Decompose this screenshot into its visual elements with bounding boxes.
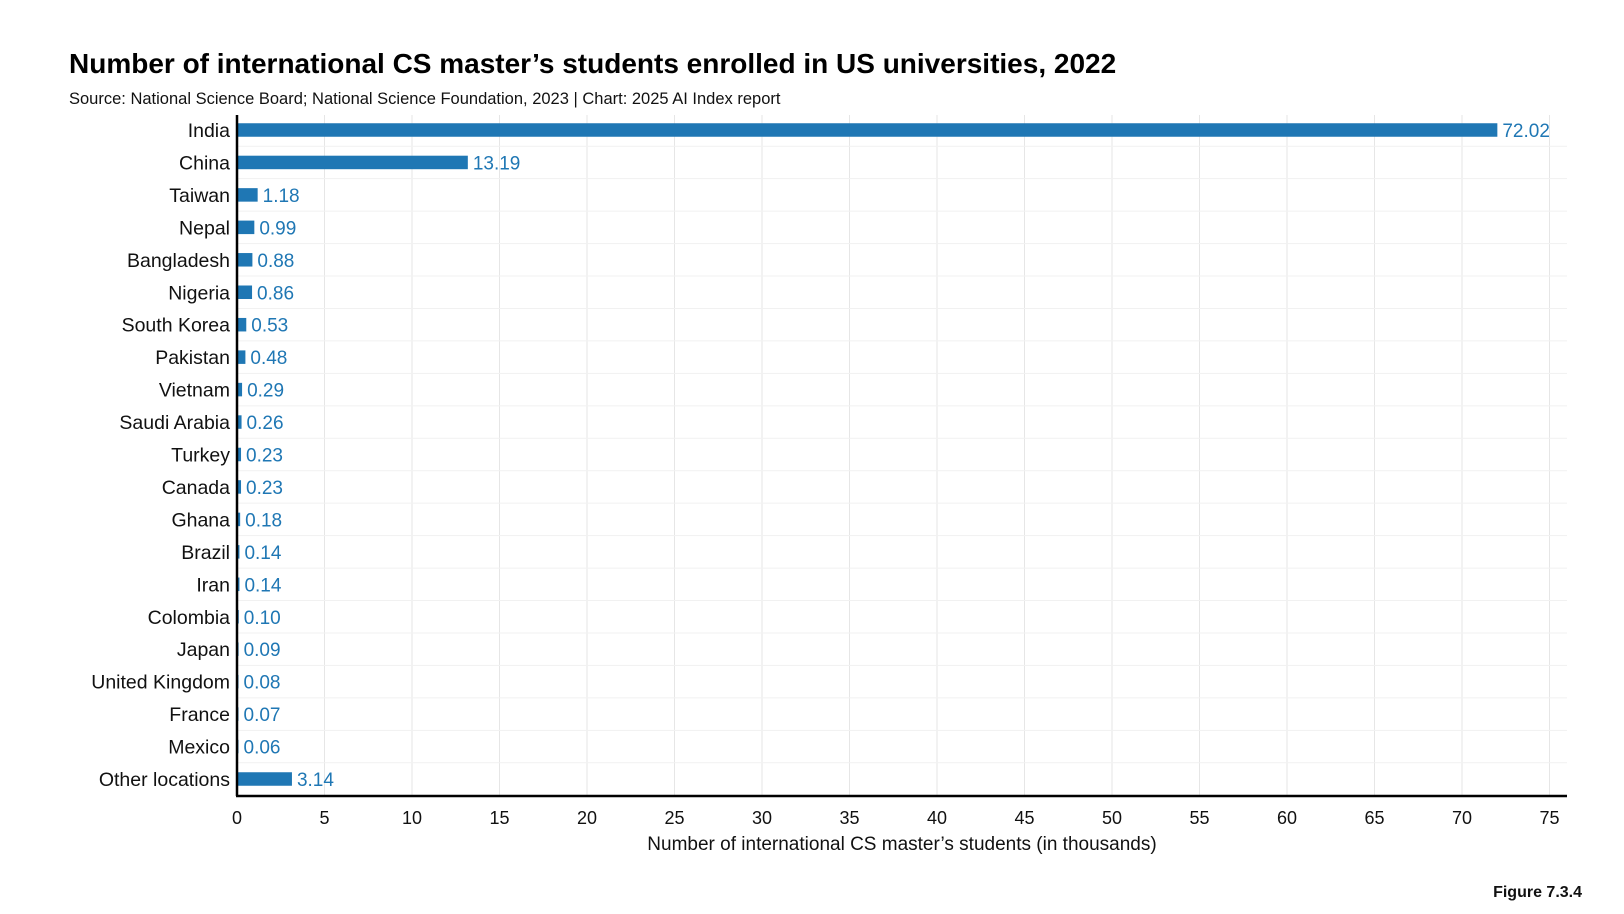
bar-ghana [237,512,241,527]
bar-other-locations [237,772,292,786]
value-label: 72.02 [1502,121,1550,142]
value-label: 0.07 [244,705,281,726]
bars: 72.02 13.19 1.18 0.99 0.88 0.86 0.53 0.48 0.29 0.… [237,121,1550,791]
value-label: 1.18 [263,186,300,207]
value-label: 0.06 [244,738,281,759]
grid-lines [237,115,1567,796]
bar-turkey [237,447,242,462]
category-label: Brazil [181,542,230,564]
figure-label: Figure 7.3.4 [1493,884,1582,901]
x-tick-label: 0 [232,808,242,828]
value-label: 3.14 [297,770,334,791]
bar-bangladesh [237,253,253,267]
x-tick-label: 65 [1364,808,1384,828]
category-label: Canada [162,477,230,499]
axes: 0 5 10 15 20 25 30 35 40 45 50 55 60 65 70 75 India China… [91,115,1567,828]
x-tick-label: 70 [1452,808,1472,828]
category-label: Colombia [148,607,231,629]
value-label: 13.19 [473,153,521,174]
chart-subtitle: Source: National Science Board; National… [69,90,781,108]
category-label: India [188,120,230,142]
x-tick-label: 55 [1189,808,1209,828]
category-label: Nigeria [168,282,230,304]
value-label: 0.14 [244,575,281,596]
category-label: Turkey [171,445,230,467]
bar-nigeria [237,285,253,299]
bar-canada [237,480,242,494]
category-label: Other locations [99,769,230,791]
value-label: 0.53 [251,316,288,337]
bar-taiwan [237,188,258,202]
bar-nepal [237,220,255,235]
chart-title: Number of international CS master’s stud… [69,48,1117,79]
value-label: 0.26 [247,413,284,434]
category-label: Taiwan [169,185,230,207]
value-label: 0.99 [259,218,296,239]
category-label: Iran [196,574,230,596]
bar-india [237,123,1498,137]
x-tick-label: 40 [927,808,947,828]
x-tick-label: 45 [1014,808,1034,828]
x-tick-label: 50 [1102,808,1122,828]
bar-pakistan [237,350,246,364]
x-tick-label: 15 [489,808,509,828]
category-label: South Korea [122,315,231,337]
value-label: 0.48 [250,348,287,369]
x-tick-label: 60 [1277,808,1297,828]
value-label: 0.86 [257,283,294,304]
x-tick-label: 10 [402,808,422,828]
x-tick-label: 75 [1539,808,1559,828]
value-label: 0.09 [244,640,281,661]
bar-saudi-arabia [237,415,242,429]
category-label: Saudi Arabia [119,412,230,434]
value-label: 0.10 [244,608,281,629]
category-label: China [179,152,230,174]
category-label: Mexico [168,737,230,759]
value-label: 0.23 [246,478,283,499]
category-label: Nepal [179,217,230,239]
value-label: 0.88 [257,251,294,272]
value-label: 0.29 [247,381,284,402]
bar-vietnam [237,382,243,397]
value-label: 0.08 [244,673,281,694]
value-label: 0.14 [244,543,281,564]
x-axis-title: Number of international CS master’s stud… [647,834,1156,855]
category-label: Bangladesh [127,250,230,272]
x-tick-label: 25 [664,808,684,828]
value-label: 0.18 [245,510,282,531]
bar-south-korea [237,317,247,332]
category-label: Ghana [171,509,230,531]
category-label: Vietnam [159,380,230,402]
bar-china [237,155,468,170]
x-tick-label: 30 [752,808,772,828]
category-label: Pakistan [155,347,230,369]
category-label: France [169,704,230,726]
value-label: 0.23 [246,446,283,467]
category-label: United Kingdom [91,672,230,694]
x-tick-label: 20 [577,808,597,828]
x-tick-label: 5 [319,808,329,828]
x-tick-label: 35 [839,808,859,828]
category-label: Japan [177,639,230,661]
